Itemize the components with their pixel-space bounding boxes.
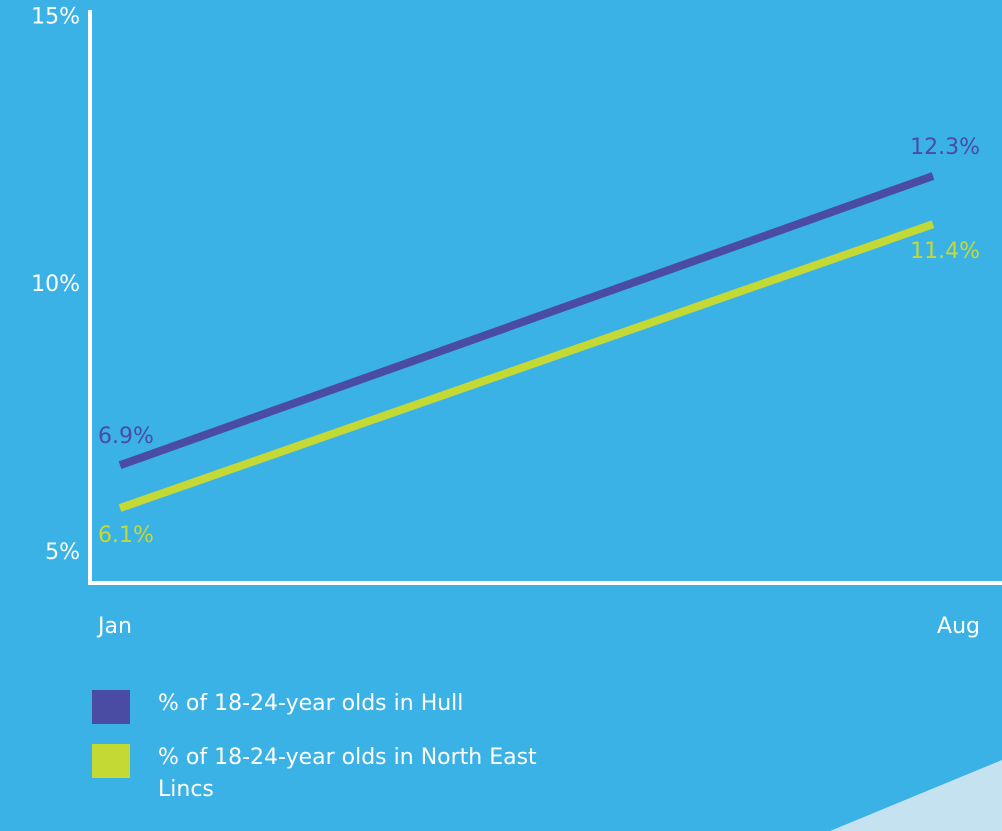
y-tick-label: 5%: [45, 540, 80, 565]
data-label: 11.4%: [910, 239, 980, 264]
legend-label: % of 18-24-year olds in Hull: [158, 691, 464, 716]
legend-label: % of 18-24-year olds in North East Lincs: [158, 745, 537, 802]
y-tick-label: 10%: [31, 272, 80, 297]
line: [118, 172, 935, 469]
line: [118, 220, 935, 512]
legend: % of 18-24-year olds in Hull % of 18-24-y…: [92, 688, 612, 824]
decoration: [830, 760, 1002, 831]
legend-swatch: [92, 744, 130, 778]
x-tick-label: Aug: [937, 614, 980, 639]
legend-item: % of 18-24-year olds in North East Lincs: [92, 742, 612, 806]
data-label: 6.1%: [98, 523, 154, 548]
y-tick-label: 15%: [31, 4, 80, 29]
legend-item: % of 18-24-year olds in Hull: [92, 688, 612, 724]
data-label: 12.3%: [910, 135, 980, 160]
data-label: 6.9%: [98, 424, 154, 449]
legend-swatch: [92, 690, 130, 724]
x-tick-label: Jan: [96, 614, 132, 639]
